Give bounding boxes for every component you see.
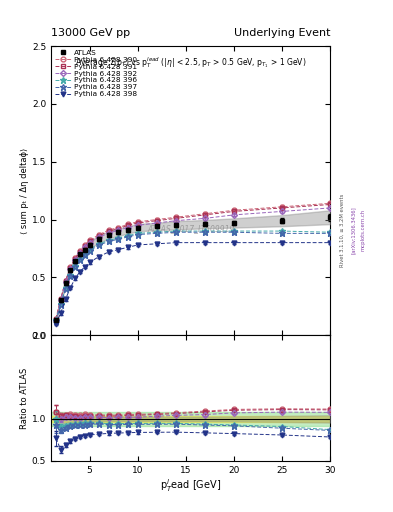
- Y-axis label: Ratio to ATLAS: Ratio to ATLAS: [20, 367, 29, 429]
- Text: [arXiv:1306.3436]: [arXiv:1306.3436]: [351, 206, 356, 254]
- Y-axis label: ⟨ sum pₜ / Δη deltaϕ⟩: ⟨ sum pₜ / Δη deltaϕ⟩: [20, 147, 29, 234]
- Text: ATLAS_2017_I1509919: ATLAS_2017_I1509919: [147, 224, 234, 232]
- X-axis label: p$_T^l$ead [GeV]: p$_T^l$ead [GeV]: [160, 477, 221, 494]
- Text: Underlying Event: Underlying Event: [233, 28, 330, 38]
- Text: Rivet 3.1.10, ≥ 3.2M events: Rivet 3.1.10, ≥ 3.2M events: [340, 194, 345, 267]
- Text: Average $\Sigma$(p$_T$) vs p$_T^{lead}$ (|$\eta$| < 2.5, p$_T$ > 0.5 GeV, p$_{T_: Average $\Sigma$(p$_T$) vs p$_T^{lead}$ …: [75, 55, 306, 70]
- Legend: ATLAS, Pythia 6.428 390, Pythia 6.428 391, Pythia 6.428 392, Pythia 6.428 396, P: ATLAS, Pythia 6.428 390, Pythia 6.428 39…: [53, 48, 138, 99]
- Text: 13000 GeV pp: 13000 GeV pp: [51, 28, 130, 38]
- Text: mcplots.cern.ch: mcplots.cern.ch: [361, 209, 366, 251]
